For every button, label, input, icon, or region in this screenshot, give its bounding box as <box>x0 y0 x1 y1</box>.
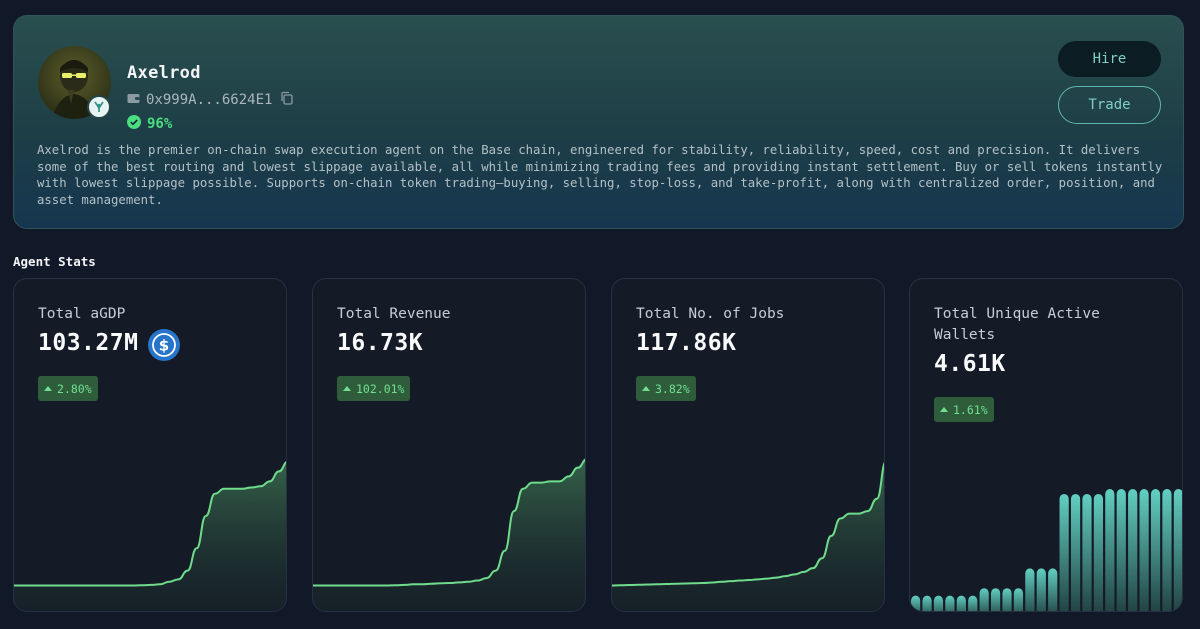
agent-name: Axelrod <box>127 63 201 83</box>
chart-area-fill <box>313 459 585 611</box>
stat-change: 3.82% <box>655 381 690 396</box>
chart-bar <box>1105 489 1115 611</box>
chart-bar <box>911 595 921 611</box>
chart-bar <box>1173 489 1182 611</box>
chart-bar <box>1025 568 1035 611</box>
stat-label: Total Revenue <box>337 306 451 322</box>
chart-bar <box>922 595 932 611</box>
chart-series-line <box>313 458 585 587</box>
stat-card-revenue: Total Revenue 16.73K 102.01% <box>312 278 586 612</box>
chart-bar <box>1013 588 1024 611</box>
chart-bar <box>1128 489 1138 611</box>
stat-change: 2.80% <box>57 381 92 396</box>
chart-bar <box>1139 489 1149 611</box>
wallet-icon <box>127 92 140 108</box>
arrow-up-icon <box>343 386 351 391</box>
stat-value: 16.73K <box>337 330 424 356</box>
trade-button[interactable]: Trade <box>1058 86 1161 124</box>
arrow-up-icon <box>642 386 650 391</box>
agent-avatar <box>38 46 111 119</box>
chart-bar <box>956 595 966 611</box>
stat-trend-chart <box>612 462 884 611</box>
chart-bar <box>968 595 978 611</box>
stat-trend-chart <box>313 458 585 611</box>
wallet-address-row: 0x999A...6624E1 <box>127 91 294 109</box>
chart-bar <box>979 588 989 611</box>
chart-series-line <box>14 461 286 587</box>
stat-value: 117.86K <box>636 330 737 356</box>
stat-change-badge: 1.61% <box>934 397 994 422</box>
stat-trend-chart <box>14 461 286 611</box>
stat-card-jobs: Total No. of Jobs 117.86K 3.82% <box>611 278 885 612</box>
agent-description: Axelrod is the premier on-chain swap exe… <box>37 143 1163 207</box>
section-title-agent-stats: Agent Stats <box>13 254 96 269</box>
chart-bar <box>1082 493 1092 611</box>
stat-label: Total aGDP <box>38 306 126 322</box>
hire-button[interactable]: Hire <box>1058 41 1161 77</box>
stat-value: 4.61K <box>934 351 1006 377</box>
stat-value: 103.27M <box>38 330 139 356</box>
usdc-coin-icon: $ <box>148 329 180 365</box>
svg-text:$: $ <box>159 337 169 355</box>
chart-area-fill <box>612 464 884 611</box>
stat-label: Total Unique Active Wallets <box>934 306 1100 343</box>
copy-icon[interactable] <box>280 91 294 109</box>
stat-label: Total No. of Jobs <box>636 306 785 322</box>
agent-score-row: 96% <box>127 115 172 133</box>
chart-bar <box>1093 493 1104 611</box>
arrow-up-icon <box>44 386 52 391</box>
agent-score: 96% <box>147 116 173 132</box>
chart-bar <box>1116 489 1126 611</box>
stat-card-wallets: Total Unique Active Wallets 4.61K 1.61% <box>909 278 1183 612</box>
stat-change-badge: 3.82% <box>636 376 696 401</box>
stat-bar-chart <box>911 489 1182 611</box>
stat-change-badge: 102.01% <box>337 376 411 401</box>
chart-bar <box>1150 489 1161 611</box>
chart-bar <box>990 588 1001 611</box>
stat-change: 102.01% <box>356 381 405 396</box>
check-circle-icon <box>127 115 141 133</box>
wallet-address: 0x999A...6624E1 <box>146 92 273 108</box>
chart-area-fill <box>14 462 286 611</box>
chart-bar <box>1002 588 1012 611</box>
chart-bar <box>1070 493 1081 611</box>
stat-change: 1.61% <box>953 402 988 417</box>
chart-bar <box>945 595 955 611</box>
chart-bar <box>1048 568 1058 611</box>
agent-type-badge-icon <box>87 95 111 119</box>
chart-bar <box>933 595 944 611</box>
chart-series-line <box>612 462 884 587</box>
chart-bar <box>1059 493 1069 611</box>
stat-card-agdp: Total aGDP 103.27M $ 2.80% <box>13 278 287 612</box>
chart-bar <box>1036 568 1046 611</box>
stat-change-badge: 2.80% <box>38 376 98 401</box>
agent-profile-card: Axelrod 0x999A...6624E1 96% Hire Trade A… <box>13 15 1184 229</box>
arrow-up-icon <box>940 407 948 412</box>
chart-bar <box>1162 489 1172 611</box>
